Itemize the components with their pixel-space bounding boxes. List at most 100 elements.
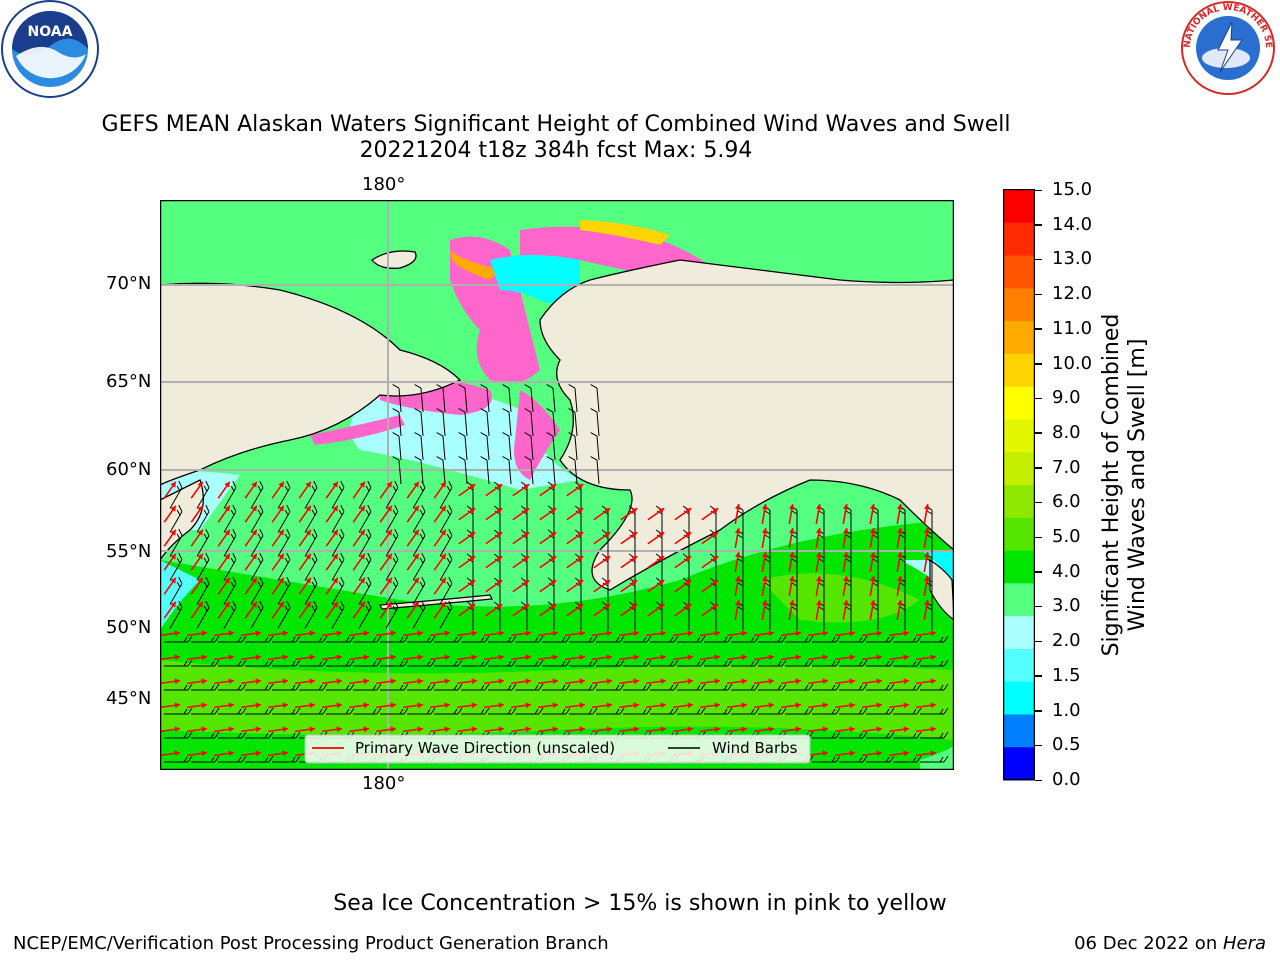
legend-wave-label: Primary Wave Direction (unscaled) — [355, 739, 615, 757]
wind-barb — [191, 659, 220, 667]
wind-barb — [245, 755, 274, 763]
wind-barb — [277, 600, 291, 629]
wave-direction-arrow — [591, 678, 613, 685]
wave-direction-arrow — [325, 529, 339, 547]
wind-barb — [458, 384, 468, 412]
wind-barb — [412, 504, 426, 533]
wind-barb — [502, 432, 512, 460]
wave-direction-arrow — [888, 630, 910, 637]
wave-direction-arrow — [788, 504, 795, 524]
lat-label-65: 65°N — [106, 371, 152, 392]
wave-direction-arrow — [352, 553, 366, 571]
wind-barb — [434, 659, 463, 667]
land-wrangel-island — [371, 250, 417, 269]
wave-direction-arrow — [647, 531, 665, 545]
wave-direction-arrow — [788, 600, 795, 620]
wind-barb — [515, 707, 544, 715]
wave-direction-arrow — [352, 577, 366, 595]
wind-barb — [407, 635, 436, 643]
colorbar-segment — [1003, 583, 1035, 617]
wave-direction-arrow — [618, 654, 640, 661]
wind-barb — [299, 635, 328, 643]
colorbar-tick-mark — [1035, 293, 1042, 296]
wave-direction-arrow — [566, 483, 584, 497]
wind-barb — [407, 683, 436, 691]
sea-ice-note: Sea Ice Concentration > 15% is shown in … — [333, 891, 947, 916]
wave-direction-arrow — [566, 555, 584, 569]
colorbar-tick-mark — [1035, 501, 1042, 504]
wave-direction-arrow — [379, 553, 393, 571]
wave-direction-arrow — [672, 702, 694, 709]
wind-barb — [358, 600, 372, 629]
wind-barb — [893, 707, 922, 715]
wave-direction-arrow — [406, 481, 420, 499]
wave-direction-arrow — [647, 603, 665, 617]
wind-barb — [250, 504, 264, 533]
wave-direction-arrow — [456, 702, 478, 709]
wind-barb — [358, 528, 372, 557]
wind-barb — [546, 432, 556, 460]
wind-barb — [304, 504, 318, 533]
wave-direction-arrow — [186, 702, 208, 709]
wind-barb — [920, 683, 949, 691]
wave-direction-arrow — [348, 678, 370, 685]
wind-barb — [331, 600, 345, 629]
wave-direction-arrow — [807, 678, 829, 685]
wind-barb — [223, 576, 237, 605]
wind-barb — [380, 635, 409, 643]
wave-direction-arrow — [352, 481, 366, 499]
wave-direction-arrow — [186, 654, 208, 661]
wave-direction-arrow — [483, 702, 505, 709]
wind-barb — [218, 731, 247, 739]
footer-credit: NCEP/EMC/Verification Post Processing Pr… — [13, 933, 609, 954]
wave-direction-arrow — [294, 726, 316, 733]
wave-direction-arrow — [458, 603, 476, 617]
wave-direction-arrow — [298, 481, 312, 499]
wave-direction-arrow — [298, 577, 312, 595]
colorbar-tick-label: 11.0 — [1052, 317, 1093, 339]
wave-direction-arrow — [726, 678, 748, 685]
wave-direction-arrow — [325, 481, 339, 499]
wind-barb — [245, 683, 274, 691]
wind-barb — [439, 576, 453, 605]
wind-barb — [704, 707, 733, 715]
wave-direction-arrow — [699, 630, 721, 637]
colorbar-tick-mark — [1035, 467, 1042, 469]
wave-direction-arrow — [406, 529, 420, 547]
wind-barb — [218, 635, 247, 643]
wave-direction-arrow — [537, 726, 559, 733]
wave-direction-arrow — [160, 630, 181, 637]
wave-direction-arrow — [163, 481, 177, 499]
wave-direction-arrow — [842, 552, 849, 572]
wind-barb — [677, 707, 706, 715]
wave-direction-arrow — [217, 481, 231, 499]
wave-direction-arrow — [375, 654, 397, 661]
colorbar-segment — [1003, 681, 1035, 715]
wave-direction-arrow — [620, 603, 638, 617]
colorbar-segment — [1003, 190, 1035, 224]
wave-direction-arrow — [429, 678, 451, 685]
wind-barb — [191, 683, 220, 691]
wave-direction-arrow — [429, 630, 451, 637]
wave-direction-arrow — [701, 531, 719, 545]
wave-direction-arrow — [593, 555, 611, 569]
wave-direction-arrow — [537, 654, 559, 661]
wind-barb — [866, 731, 895, 739]
wave-direction-arrow — [539, 603, 557, 617]
wave-direction-arrow — [842, 504, 849, 524]
wind-barb — [920, 731, 949, 739]
wave-direction-arrow — [160, 750, 181, 757]
wave-direction-arrow — [485, 555, 503, 569]
wave-direction-arrow — [512, 603, 530, 617]
wind-barb — [839, 683, 868, 691]
lon-top-label: 180° — [362, 174, 406, 195]
wind-barb — [758, 707, 787, 715]
lat-label-70: 70°N — [106, 273, 152, 294]
colorbar-segment — [1003, 714, 1035, 748]
wind-barb — [488, 707, 517, 715]
wind-barb — [331, 480, 345, 509]
colorbar-tick-mark — [1035, 363, 1042, 365]
wind-barb — [839, 659, 868, 667]
wave-direction-arrow — [591, 630, 613, 637]
wind-barb — [596, 659, 625, 667]
